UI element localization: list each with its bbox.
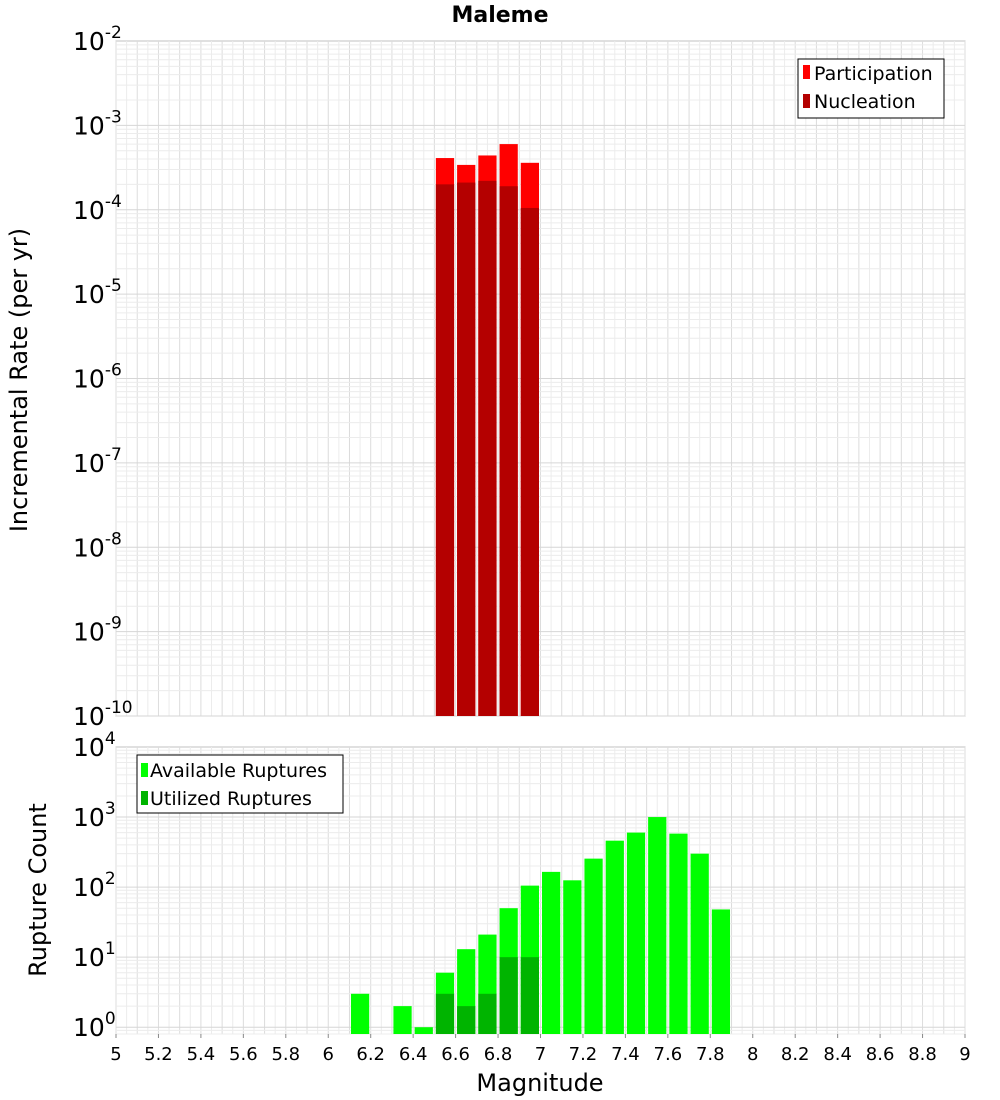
rate-plot: 10-2 10-3 10-4 10-5 10-6 10-7 10-8 10-9 10-10 In… [5,23,966,731]
x-tick-label: 8.6 [866,1044,895,1065]
utilized-ruptures-bar [435,993,455,1034]
available-ruptures-bar [605,840,624,1034]
x-tick-label: 6.6 [441,1044,470,1065]
count-plot: 104 103 102 101 100 5 5.2 5.4 5.6 5.8 6 6.2 6.4 6.6 6… [24,729,971,1097]
utilized-ruptures-bars [435,957,539,1034]
x-tick-label: 7.2 [569,1044,598,1065]
utilized-ruptures-bar [457,1006,476,1034]
y-tick-label: 102 [73,869,116,902]
y-tick-label: 10-2 [73,23,122,56]
x-tick-label: 6.2 [356,1044,385,1065]
count-legend: Available Ruptures Utilized Ruptures [136,754,344,814]
x-tick-label: 8.2 [781,1044,810,1065]
x-tick-label: 9 [959,1044,970,1065]
x-tick-label: 5 [110,1044,121,1065]
utilized-legend-label: Utilized Ruptures [150,788,312,810]
nucleation-legend-swatch [803,94,810,108]
rate-grid [115,41,966,717]
x-tick-label: 6.8 [484,1044,513,1065]
y-tick-label: 103 [73,799,116,832]
rate-y-axis-label: Incremental Rate (per yr) [5,228,33,532]
utilized-ruptures-bar [499,957,518,1034]
x-axis-label: Magnitude [476,1069,603,1097]
available-ruptures-bar [711,909,731,1034]
utilized-legend-swatch [141,791,148,805]
utilized-ruptures-bar [478,993,497,1034]
x-tick-label: 7.4 [611,1044,640,1065]
x-tick-label: 5.8 [271,1044,300,1065]
available-ruptures-bar [669,833,688,1034]
nucleation-bar [435,184,455,717]
available-ruptures-bar [542,871,561,1034]
rate-y-ticks: 10-2 10-3 10-4 10-5 10-6 10-7 10-8 10-9 10-10 [73,23,133,731]
magnitude-x-ticks: 5 5.2 5.4 5.6 5.8 6 6.2 6.4 6.6 6.8 7 7.2 7.4 7.6 7.8 8… [110,1034,971,1065]
count-y-axis-label: Rupture Count [24,803,52,977]
available-ruptures-bar [563,880,582,1034]
participation-legend-swatch [803,65,810,79]
y-tick-label: 10-8 [73,529,122,562]
x-tick-label: 8 [747,1044,758,1065]
rate-legend: Participation Nucleation [797,58,945,119]
available-ruptures-bar [690,853,709,1034]
x-tick-label: 5.4 [187,1044,216,1065]
y-tick-label: 10-3 [73,107,122,140]
available-ruptures-bar [648,817,667,1034]
available-ruptures-bar [350,993,370,1034]
x-tick-label: 6.4 [399,1044,428,1065]
y-tick-label: 10-6 [73,361,122,394]
y-tick-label: 10-4 [73,192,122,225]
nucleation-bars [435,180,539,717]
participation-legend-label: Participation [814,63,933,85]
nucleation-legend-label: Nucleation [814,91,916,113]
y-tick-label: 10-10 [73,698,133,731]
y-tick-label: 10-7 [73,445,122,478]
x-tick-label: 7.8 [696,1044,725,1065]
x-tick-label: 5.2 [144,1044,173,1065]
available-ruptures-bar [626,832,646,1034]
nucleation-bar [478,180,497,716]
available-ruptures-bar [393,1006,412,1034]
available-legend-swatch [141,763,148,777]
chart-title: Maleme [451,3,548,28]
y-tick-label: 10-5 [73,276,122,309]
rate-legend-box [797,58,945,119]
available-ruptures-bar [414,1027,433,1034]
utilized-ruptures-bar [520,957,539,1034]
x-tick-label: 5.6 [229,1044,258,1065]
nucleation-bar [520,207,539,716]
x-tick-label: 7 [535,1044,546,1065]
count-legend-box [136,754,344,814]
nucleation-bar [499,186,518,716]
y-tick-label: 10-9 [73,614,122,647]
y-tick-label: 101 [73,939,116,972]
x-tick-label: 6 [323,1044,334,1065]
count-y-ticks: 104 103 102 101 100 [73,729,116,1042]
x-tick-label: 7.6 [654,1044,683,1065]
x-tick-label: 8.4 [823,1044,852,1065]
x-tick-label: 8.8 [908,1044,937,1065]
nucleation-bar [457,182,476,716]
y-tick-label: 100 [73,1009,116,1042]
available-legend-label: Available Ruptures [150,760,327,782]
y-tick-label: 104 [73,729,116,762]
available-ruptures-bar [584,858,603,1034]
